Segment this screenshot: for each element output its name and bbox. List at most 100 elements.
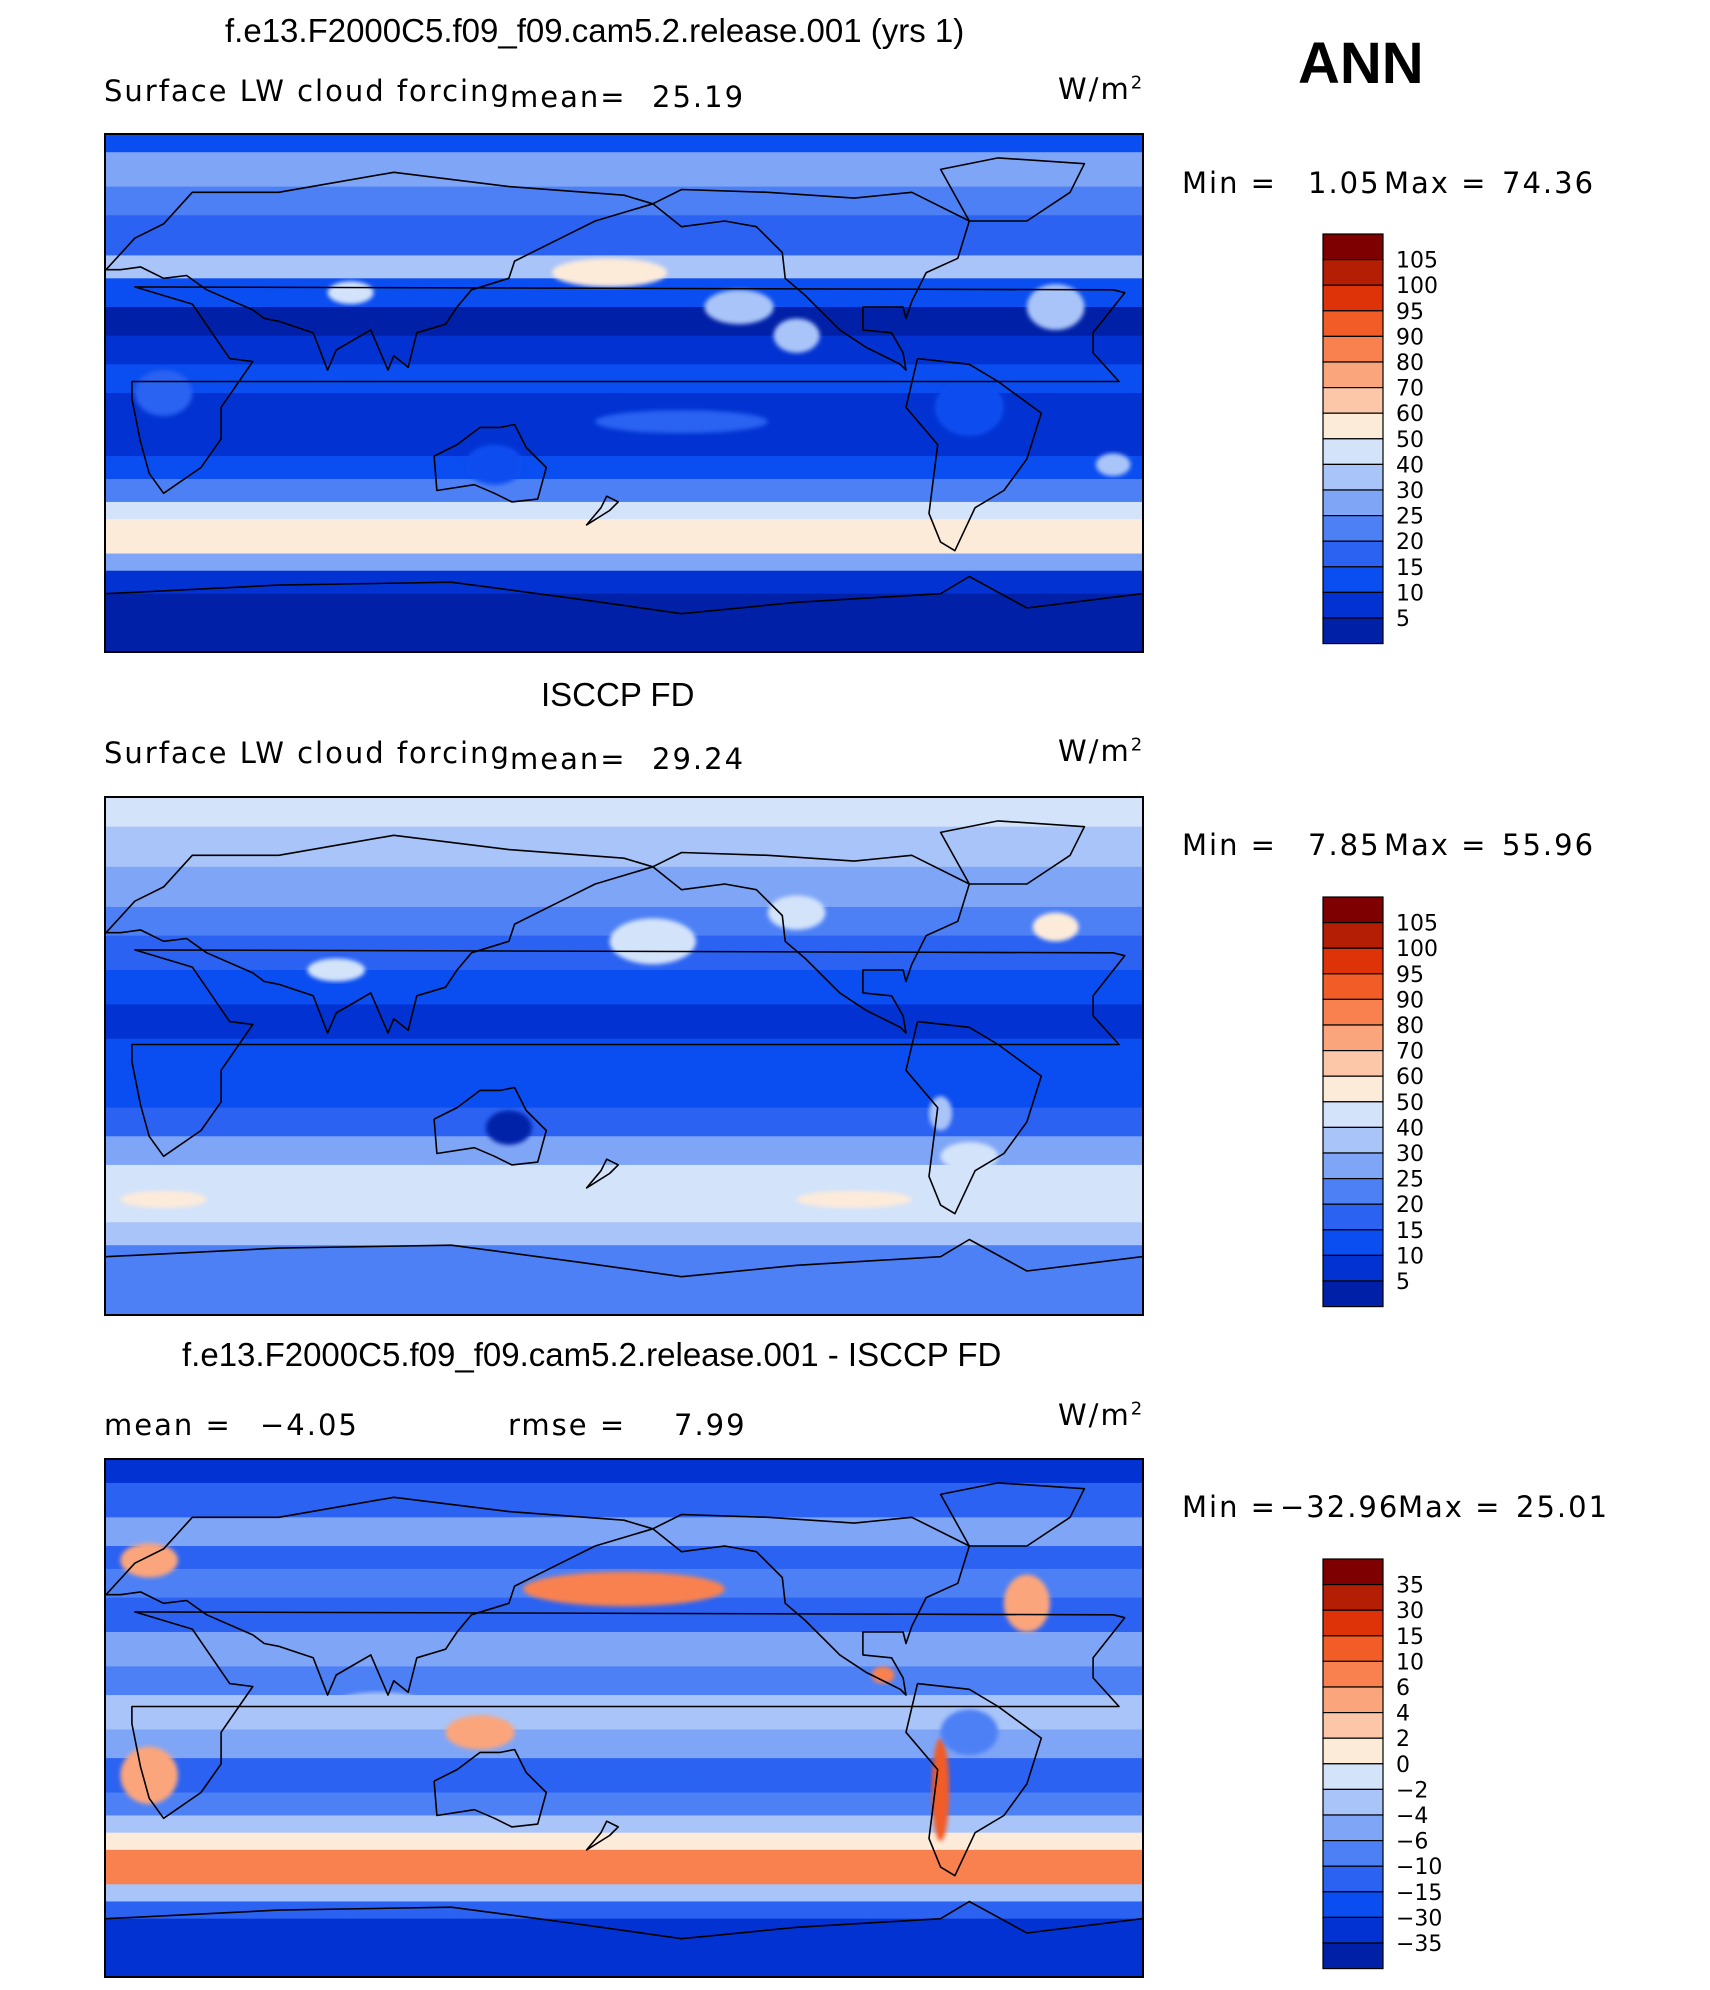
colorbar-box [1322,463,1384,491]
panel1-colorbar: 105 100 95 90 80 70 60 50 40 30 25 20 15 10 5 [1322,233,1482,647]
colorbar-box [1322,1840,1384,1867]
coastline [939,157,1086,222]
contour-feature [327,281,374,305]
colorbar-box [1322,1788,1384,1816]
contour-feature [773,318,820,353]
coastline [585,1158,619,1189]
contour-band [106,1632,1142,1668]
contour-feature [871,1666,895,1684]
contour-feature [595,410,768,434]
coastline [433,1086,548,1166]
contour-band [106,1164,1142,1189]
colorbar-box [1322,922,1384,949]
panel2-units: W/m2 [1058,734,1142,768]
units-text: W/m [1058,734,1131,768]
colorbar-tick-label: 30 [1396,1599,1424,1624]
colorbar-tick-label: 2 [1396,1727,1410,1752]
panel2-mean-label: mean= [510,742,627,776]
coastline [905,1682,1043,1877]
colorbar-box [1322,1152,1384,1180]
contour-band [106,970,1142,1006]
colorbar-tick-label: 90 [1396,988,1424,1013]
panel2-min-label: Min = [1182,828,1277,862]
contour-band [106,1482,1142,1519]
contour-band [106,1546,1142,1570]
colorbar-box [1322,1635,1384,1663]
contour-feature [120,1190,207,1208]
colorbar-tick-label: 15 [1396,1625,1424,1650]
coastline [939,820,1086,885]
contour-band [106,798,1142,828]
colorbar-box [1322,310,1384,338]
colorbar-tick-label: 5 [1396,607,1410,632]
coastline [106,834,654,1034]
coastline [652,188,971,371]
panel2-min-value: 7.85 [1308,828,1381,862]
colorbar-box [1322,1024,1384,1052]
colorbar-box [1322,1280,1384,1308]
coastline [905,1020,1043,1215]
colorbar-box [1322,1609,1384,1637]
coastline [106,171,654,371]
colorbar-box [1322,361,1384,389]
contour-band [106,501,1142,521]
colorbar-box [1322,617,1384,645]
colorbar-box [1322,387,1384,414]
contour-band [106,152,1142,188]
contour-band [106,519,1142,555]
contour-band [106,1901,1142,1920]
units-superscript: 2 [1130,734,1143,756]
coastline [905,357,1043,552]
coastline [106,1496,654,1696]
map-svg [106,798,1142,1314]
units-superscript: 2 [1130,1398,1143,1420]
colorbar-tick-label: 100 [1396,274,1438,299]
colorbar-box [1322,1203,1384,1231]
contour-band [106,1073,1142,1109]
panel3-map [104,1458,1144,1978]
contour-band [106,553,1142,572]
colorbar-box [1322,1075,1384,1103]
panel3-max-label: Max = [1398,1490,1502,1524]
contour-feature [704,289,774,325]
colorbar-box [1322,1558,1384,1586]
colorbar-box [1322,1891,1384,1918]
contour-band [106,1517,1142,1547]
contour-feature [1026,284,1085,330]
coastline [652,851,971,1034]
panel2-map [104,796,1144,1316]
colorbar-box [1322,591,1384,619]
colorbar-tick-label: 5 [1396,1270,1410,1295]
coastline [652,1513,971,1696]
contour-feature [934,378,1004,436]
colorbar-tick-label: −6 [1396,1830,1428,1855]
colorbar-box [1322,412,1384,440]
panel3-title: f.e13.F2000C5.f09_f09.cam5.2.release.001… [182,1336,1002,1373]
contour-feature [1032,912,1079,942]
colorbar-tick-label: 95 [1396,963,1424,988]
colorbar-tick-label: 10 [1396,581,1424,606]
colorbar-box [1322,1178,1384,1205]
colorbar-box [1322,1254,1384,1282]
map-svg [106,135,1142,651]
contour-feature [307,958,365,982]
colorbar-tick-label: 70 [1396,1040,1424,1065]
contour-band [106,456,1142,480]
colorbar-box [1322,1916,1384,1944]
panel1-map [104,133,1144,653]
coastline [131,1611,1126,1820]
colorbar-tick-label: 40 [1396,1116,1424,1141]
contour-band [106,1460,1142,1484]
contour-feature [940,1709,999,1756]
colorbar-box [1322,233,1384,261]
coastline [585,1820,619,1851]
contour-band [106,826,1142,868]
panel3-max-value: 25.01 [1516,1490,1610,1524]
panel1-min-label: Min = [1182,166,1277,200]
contour-band [106,1245,1142,1314]
contour-feature [523,1571,725,1607]
colorbar-box [1322,335,1384,363]
colorbar-box [1322,1584,1384,1611]
contour-feature [767,895,826,930]
